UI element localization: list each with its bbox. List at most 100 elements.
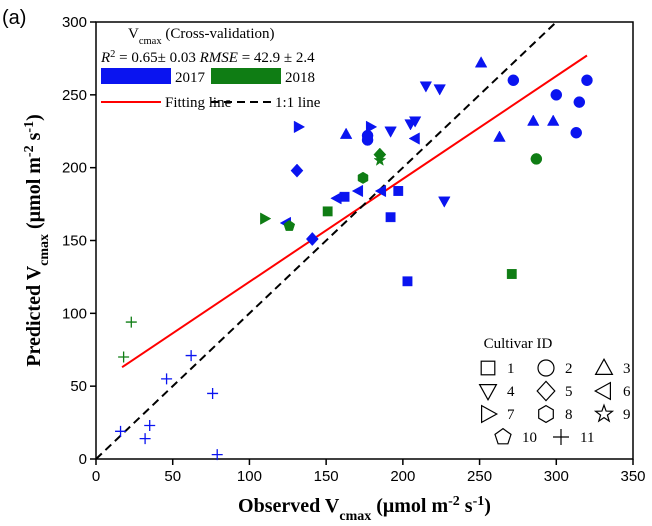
data-point: [493, 130, 506, 142]
data-point: [283, 219, 296, 231]
data-point: [365, 120, 378, 134]
x-tick-label: 100: [237, 468, 262, 485]
x-axis-label: Observed Vcmax (μmol m-2 s-1): [238, 494, 491, 522]
legend-id: 7: [507, 407, 515, 423]
text-part: Observed V: [238, 495, 340, 517]
x-tick-label: 200: [390, 468, 415, 485]
data-point: [550, 89, 563, 101]
data-point: [573, 96, 586, 108]
cultivar-legend-title: Cultivar ID: [484, 336, 553, 352]
data-point: [207, 387, 219, 399]
y-tick-label: 300: [62, 14, 87, 31]
text-part: ): [484, 495, 491, 517]
legend-marker: [480, 360, 496, 376]
text-part: ): [23, 114, 45, 121]
legend-id: 5: [565, 384, 573, 400]
text-part: cmax: [139, 36, 162, 47]
data-point: [351, 184, 364, 198]
y-tick-label: 100: [62, 305, 87, 322]
text-part: RMSE: [199, 50, 238, 66]
legend-id: 10: [522, 430, 537, 446]
reference-line: [121, 54, 588, 369]
text-part: -1: [473, 494, 485, 509]
legend-marker: [481, 404, 499, 424]
data-point: [546, 114, 560, 126]
data-point: [330, 192, 342, 205]
data-point: [322, 206, 333, 217]
data-point: [361, 134, 374, 146]
y-tick-label: 150: [62, 233, 87, 250]
data-point: [433, 84, 446, 96]
legend-marker: [536, 380, 556, 402]
legend-marker: [537, 359, 555, 377]
data-point: [260, 212, 272, 225]
y-tick-label: 250: [62, 87, 87, 104]
text-part: R: [100, 50, 110, 66]
text-part: = 0.65± 0.03: [115, 50, 199, 66]
data-point: [507, 74, 520, 87]
y-axis-label: Predicted Vcmax (μmol m-2 s-1): [22, 114, 52, 367]
data-point: [125, 316, 137, 328]
data-point: [161, 373, 173, 385]
data-point: [211, 449, 223, 461]
text-part: Predicted V: [23, 265, 45, 366]
data-point: [118, 351, 130, 363]
x-tick-label: 50: [164, 468, 181, 485]
legend-marker: [538, 404, 554, 424]
data-point: [305, 232, 319, 246]
legend-id: 11: [580, 430, 594, 446]
legend-id: 2: [565, 361, 573, 377]
legend-label: 2017: [175, 70, 206, 86]
x-tick-label: 300: [544, 468, 569, 485]
legend-id: 8: [565, 407, 573, 423]
legend-header: Vcmax (Cross-validation): [128, 26, 275, 47]
data-point: [144, 419, 156, 431]
text-part: 2: [110, 49, 115, 60]
legend-marker: [478, 384, 498, 402]
reference-line: [95, 21, 557, 460]
x-tick-label: 350: [620, 468, 645, 485]
data-point: [384, 126, 397, 138]
legend-marker: [594, 357, 614, 375]
legend-marker: [593, 381, 612, 401]
legend-swatch: [101, 68, 171, 84]
data-point: [385, 212, 396, 223]
data-point: [402, 276, 413, 287]
text-part: cmax: [339, 509, 371, 522]
data-point: [115, 425, 127, 437]
data-point: [527, 114, 540, 126]
data-point: [408, 132, 420, 145]
data-point: [530, 153, 543, 165]
x-tick-label: 150: [314, 468, 339, 485]
legend-marker: [494, 427, 512, 445]
data-point: [393, 186, 404, 196]
x-tick-label: 250: [467, 468, 492, 485]
data-point: [373, 147, 387, 162]
data-point: [474, 56, 488, 68]
data-point: [357, 171, 369, 184]
legend-label: 2018: [285, 70, 315, 86]
text-part: s: [460, 495, 473, 517]
y-tick-label: 200: [62, 160, 87, 177]
data-point: [438, 196, 451, 208]
legend-id: 9: [623, 407, 631, 423]
text-part: -1: [22, 121, 37, 133]
data-point: [374, 184, 387, 198]
text-part: = 42.9 ± 2.4: [238, 50, 315, 66]
text-part: V: [128, 26, 139, 42]
legend-label: 1:1 line: [275, 95, 321, 111]
data-point: [185, 350, 197, 362]
data-point: [581, 74, 593, 87]
legend-id: 3: [623, 361, 631, 377]
legend-id: 4: [507, 384, 515, 400]
data-point: [419, 81, 433, 93]
text-part: s: [23, 132, 45, 145]
data-point: [339, 127, 353, 139]
legend-stats: R2 = 0.65± 0.03 RMSE = 42.9 ± 2.4: [100, 49, 315, 67]
y-tick-label: 0: [79, 451, 87, 468]
legend-swatch: [211, 68, 281, 84]
data-point: [139, 433, 151, 445]
text-part: -2: [22, 145, 37, 157]
